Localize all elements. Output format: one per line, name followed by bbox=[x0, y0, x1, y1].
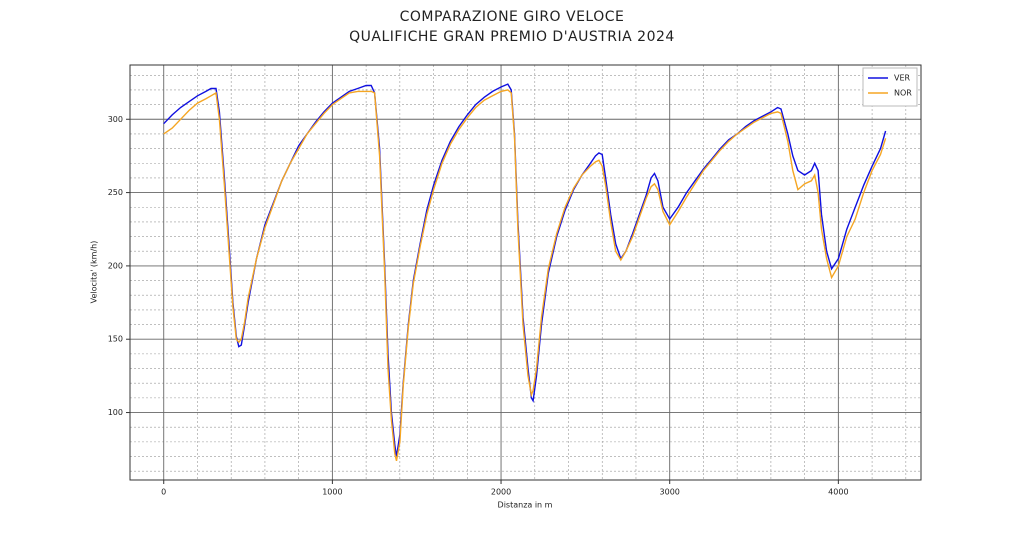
y-tick-label: 250 bbox=[108, 188, 123, 197]
legend: VER NOR bbox=[862, 67, 918, 107]
y-axis-label: Velocita' (km/h) bbox=[90, 241, 99, 304]
x-tick-label: 3000 bbox=[660, 488, 680, 497]
line-series bbox=[163, 89, 887, 462]
y-tick-label: 300 bbox=[108, 115, 123, 124]
legend-label: VER bbox=[894, 74, 911, 83]
y-tick-label: 200 bbox=[108, 261, 123, 270]
chart-subtitle: QUALIFICHE GRAN PREMIO D'AUSTRIA 2024 bbox=[349, 29, 675, 45]
x-tick-label: 2000 bbox=[491, 488, 511, 497]
legend-box bbox=[862, 67, 918, 107]
y-tick-label: 100 bbox=[108, 408, 123, 417]
x-axis-label: Distanza in m bbox=[498, 501, 553, 510]
x-tick-label: 0 bbox=[161, 488, 166, 497]
y-tick-label: 150 bbox=[108, 335, 123, 344]
chart-title: COMPARAZIONE GIRO VELOCE bbox=[400, 9, 625, 25]
x-tick-label: 4000 bbox=[828, 488, 848, 497]
x-tick-label: 1000 bbox=[322, 488, 342, 497]
line-series bbox=[163, 83, 887, 457]
legend-label: NOR bbox=[894, 89, 912, 98]
plot-frame bbox=[129, 64, 922, 481]
